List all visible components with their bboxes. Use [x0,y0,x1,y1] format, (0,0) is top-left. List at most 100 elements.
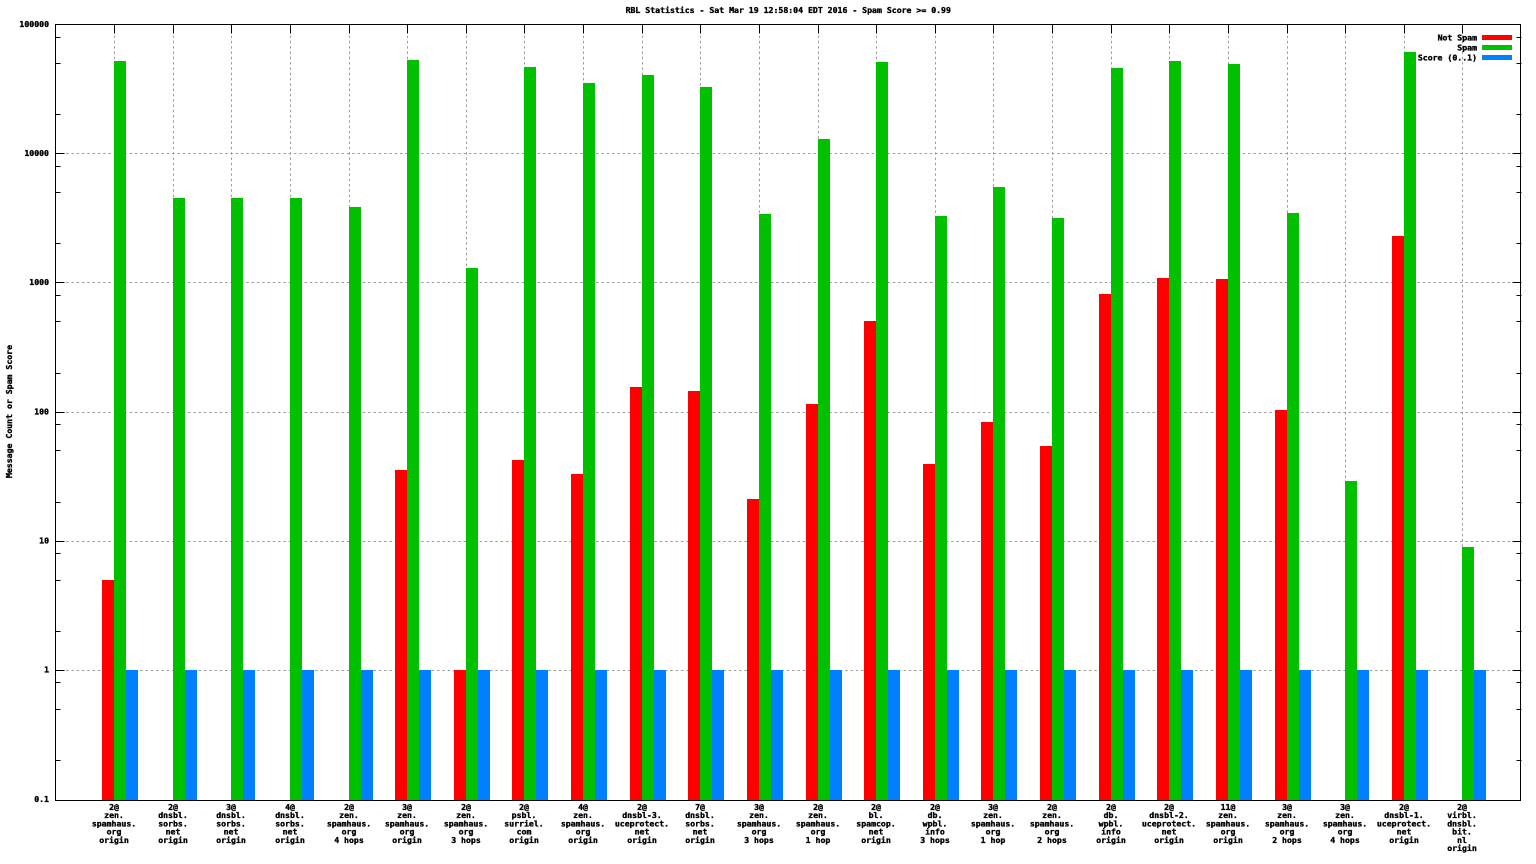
bar [935,216,947,800]
bar [173,198,185,800]
bar [771,670,783,800]
svg-text:org: org [459,827,474,837]
svg-text:2@: 2@ [1106,802,1116,812]
svg-text:wpbl.: wpbl. [923,818,948,828]
svg-text:3 hops: 3 hops [920,835,950,845]
svg-text:1 hop: 1 hop [981,835,1006,845]
svg-text:spamhaus.: spamhaus. [444,818,488,828]
svg-text:db.: db. [928,810,943,820]
bar [302,670,314,800]
bar [466,268,478,800]
bars [102,52,1486,800]
svg-text:2 hops: 2 hops [1037,835,1067,845]
svg-text:spamcop.: spamcop. [856,818,895,828]
series-score-0-1- [126,670,1486,800]
bar [630,387,642,800]
svg-text:2@: 2@ [813,802,823,812]
svg-text:2@: 2@ [1457,802,1467,812]
svg-text:dnsbl.: dnsbl. [685,810,715,820]
y-axis-label: Message Count or Spam Score [4,345,14,478]
svg-text:origin: origin [861,835,891,845]
bar [243,670,255,800]
svg-text:surriel.: surriel. [504,818,543,828]
legend-label: Not Spam [1438,32,1478,42]
svg-text:2@: 2@ [637,802,647,812]
y-tick-label: 10000 [24,148,49,158]
svg-text:origin: origin [1096,835,1126,845]
svg-text:2@: 2@ [519,802,529,812]
bar [524,67,536,800]
bar [478,670,490,800]
bar [642,75,654,800]
y-tick-label: 100000 [19,19,49,29]
svg-text:4 hops: 4 hops [1330,835,1360,845]
svg-text:bl.: bl. [869,810,884,820]
bar [1462,547,1474,800]
svg-text:org: org [576,827,591,837]
bar [454,670,466,800]
y-tick-label: 1 [44,665,49,675]
svg-text:origin: origin [99,835,129,845]
svg-text:uceprotect.: uceprotect. [1377,818,1431,828]
svg-text:zen.: zen. [749,810,769,820]
svg-text:net: net [224,827,239,837]
bar [1181,670,1193,800]
bar [1474,670,1486,800]
svg-text:zen.: zen. [1042,810,1062,820]
svg-text:uceprotect.: uceprotect. [1142,818,1196,828]
svg-text:spamhaus.: spamhaus. [1265,818,1309,828]
bar [712,670,724,800]
svg-text:net: net [869,827,884,837]
bar [864,321,876,800]
bar [1240,670,1252,800]
svg-text:spamhaus.: spamhaus. [737,818,781,828]
svg-text:org: org [1338,827,1353,837]
bar [361,670,373,800]
svg-text:origin: origin [1447,843,1477,853]
bar [290,198,302,800]
bar [830,670,842,800]
svg-text:3@: 3@ [1340,802,1350,812]
svg-text:sorbs.: sorbs. [216,818,246,828]
svg-text:info: info [925,827,945,837]
svg-text:spamhaus.: spamhaus. [1206,818,1250,828]
bar [583,83,595,800]
svg-text:2@: 2@ [1047,802,1057,812]
svg-text:net: net [1397,827,1412,837]
svg-text:spamhaus.: spamhaus. [796,818,840,828]
legend-label: Score (0..1) [1418,52,1477,62]
bar [818,139,830,800]
bar [1287,213,1299,800]
bar [1123,670,1135,800]
svg-text:zen.: zen. [1277,810,1297,820]
svg-text:2@: 2@ [168,802,178,812]
svg-text:origin: origin [1154,835,1184,845]
svg-text:zen.: zen. [456,810,476,820]
svg-text:3@: 3@ [1282,802,1292,812]
svg-text:org: org [107,827,122,837]
bar [349,207,361,800]
svg-text:zen.: zen. [104,810,124,820]
svg-text:origin: origin [1389,835,1419,845]
svg-text:net: net [635,827,650,837]
bar [395,470,407,800]
svg-text:zen.: zen. [339,810,359,820]
svg-text:spamhaus.: spamhaus. [561,818,605,828]
svg-text:spamhaus.: spamhaus. [971,818,1015,828]
svg-text:2@: 2@ [109,802,119,812]
bar [923,464,935,800]
legend-swatch [1482,55,1512,60]
bar [1064,670,1076,800]
bar [1040,446,1052,800]
bar [1228,64,1240,800]
svg-text:2@: 2@ [1399,802,1409,812]
y-tick-label: 10 [39,535,49,545]
